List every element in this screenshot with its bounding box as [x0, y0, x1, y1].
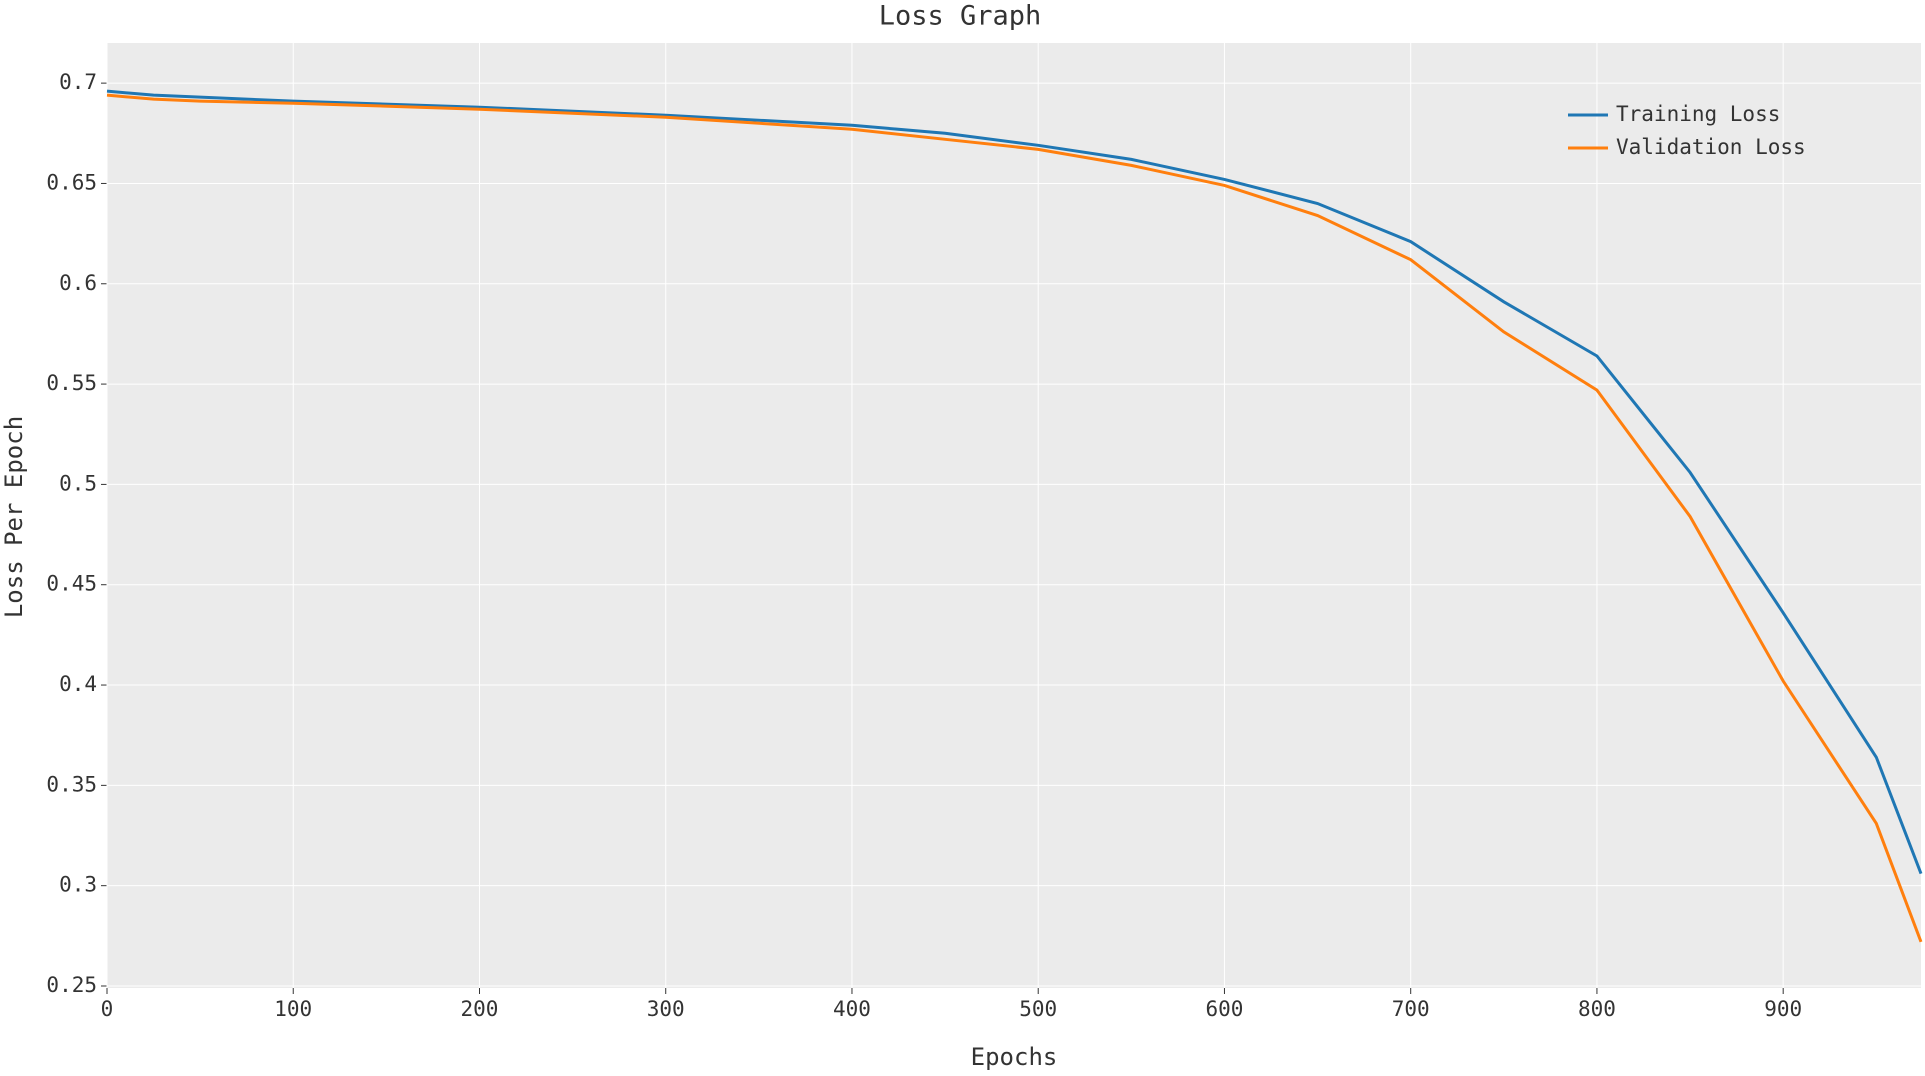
x-tick-label: 0 — [101, 997, 114, 1021]
x-tick-label: 200 — [461, 997, 499, 1021]
x-axis-label: Epochs — [971, 1043, 1058, 1071]
line-series — [106, 93, 1923, 943]
y-tick-label: 0.65 — [46, 170, 97, 194]
x-tick-label: 900 — [1764, 997, 1802, 1021]
y-tick-label: 0.55 — [46, 371, 97, 395]
x-tick-label: 600 — [1205, 997, 1243, 1021]
legend-label: Validation Loss — [1616, 135, 1806, 159]
line-series — [106, 89, 1923, 875]
y-tick-label: 0.25 — [46, 973, 97, 997]
x-tick-label: 700 — [1392, 997, 1430, 1021]
x-tick-label: 500 — [1019, 997, 1057, 1021]
y-tick-label: 0.3 — [59, 873, 97, 897]
plot-area — [107, 43, 1921, 988]
x-tick-label: 300 — [647, 997, 685, 1021]
y-axis-label: Loss Per Epoch — [0, 416, 28, 618]
y-tick-label: 0.45 — [46, 572, 97, 596]
y-tick-label: 0.6 — [59, 271, 97, 295]
x-tick-label: 100 — [274, 997, 312, 1021]
x-tick-label: 800 — [1578, 997, 1616, 1021]
y-tick-label: 0.5 — [59, 471, 97, 495]
y-tick-label: 0.4 — [59, 672, 97, 696]
legend-label: Training Loss — [1616, 102, 1780, 126]
y-tick-label: 0.35 — [46, 772, 97, 796]
x-tick-label: 400 — [833, 997, 871, 1021]
chart-title: Loss Graph — [879, 1, 1042, 32]
y-tick-label: 0.7 — [59, 70, 97, 94]
